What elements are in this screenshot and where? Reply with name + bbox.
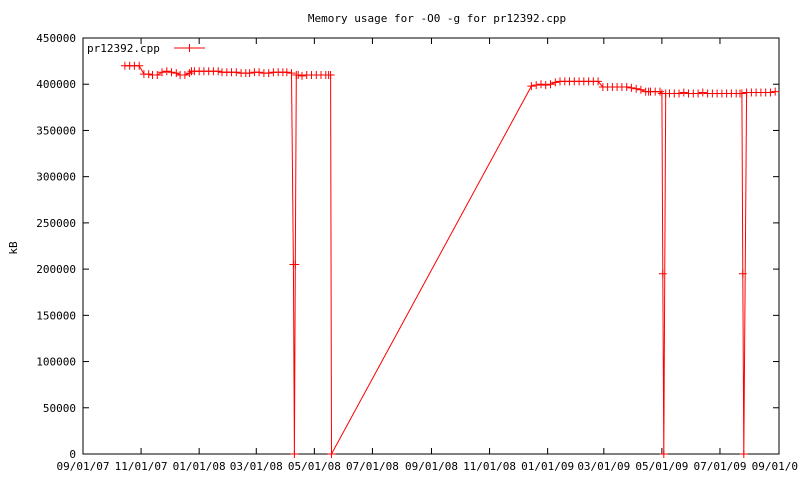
- data-point: [659, 450, 668, 458]
- x-tick-label: 03/01/08: [230, 460, 283, 473]
- data-point: [162, 67, 171, 76]
- legend-marker: [185, 44, 194, 52]
- x-tick-label: 11/01/07: [115, 460, 168, 473]
- x-axis: 09/01/07 11/01/07 01/01/08 03/01/08 05/01/08…: [57, 38, 798, 473]
- y-axis-label: kB: [7, 241, 20, 255]
- plot-frame: [82, 37, 780, 455]
- x-tick-label: 01/01/09: [521, 460, 574, 473]
- data-point: [172, 69, 181, 78]
- data-point: [214, 67, 223, 76]
- data-point: [632, 84, 641, 93]
- data-point: [656, 87, 664, 96]
- data-point: [658, 269, 667, 278]
- x-tick-label: 11/01/08: [463, 460, 516, 473]
- x-tick-label: 01/01/08: [173, 460, 226, 473]
- y-tick-label: 50000: [43, 402, 76, 415]
- data-point: [622, 83, 631, 91]
- data-point: [737, 89, 746, 98]
- data-point: [255, 68, 264, 77]
- x-tick-label: 09/01/0: [752, 460, 798, 473]
- data-point: [594, 77, 603, 86]
- data-point: [546, 80, 555, 89]
- series-layer: [120, 61, 780, 458]
- data-point: [532, 81, 541, 90]
- data-point: [185, 69, 194, 78]
- series-line: [124, 65, 776, 455]
- data-point: [771, 87, 780, 96]
- x-tick-label: 03/01/09: [577, 460, 630, 473]
- legend-label: pr12392.cpp: [87, 42, 160, 55]
- data-point: [158, 68, 166, 77]
- data-point: [287, 69, 296, 78]
- y-tick-label: 350000: [36, 124, 76, 137]
- data-point: [766, 88, 775, 97]
- y-axis: 0 50000 100000 150000 200000 250000 300000 3500…: [36, 32, 779, 461]
- data-point: [245, 69, 254, 78]
- legend: pr12392.cpp: [87, 42, 205, 55]
- y-tick-label: 100000: [36, 356, 76, 369]
- y-tick-label: 400000: [36, 78, 76, 91]
- x-tick-label: 07/01/09: [693, 460, 746, 473]
- x-tick-label: 05/01/08: [288, 460, 341, 473]
- data-point: [144, 70, 153, 79]
- data-point: [327, 450, 336, 458]
- data-point: [232, 68, 241, 77]
- data-point: [527, 82, 536, 91]
- data-point: [698, 88, 707, 97]
- x-tick-label: 09/01/08: [405, 460, 458, 473]
- data-point: [675, 89, 683, 98]
- y-tick-label: 150000: [36, 309, 76, 322]
- data-point: [290, 450, 299, 458]
- data-point: [135, 61, 144, 70]
- y-tick-label: 200000: [36, 263, 76, 276]
- y-tick-label: 300000: [36, 171, 76, 184]
- chart-title: Memory usage for -O0 -g for pr12392.cpp: [308, 12, 566, 25]
- data-point: [180, 71, 189, 79]
- data-point: [282, 68, 291, 77]
- data-point: [167, 68, 176, 77]
- y-tick-label: 0: [69, 448, 76, 461]
- data-point: [294, 71, 303, 79]
- data-point: [694, 89, 703, 98]
- data-point: [264, 69, 273, 78]
- data-point: [537, 80, 545, 89]
- y-tick-label: 250000: [36, 217, 76, 230]
- data-point: [298, 71, 306, 80]
- data-point: [738, 269, 747, 278]
- x-tick-label: 05/01/09: [635, 460, 688, 473]
- x-tick-label: 07/01/08: [346, 460, 399, 473]
- data-point: [551, 78, 560, 87]
- data-point: [679, 88, 688, 97]
- data-point: [541, 81, 550, 90]
- data-point: [627, 83, 636, 92]
- data-point: [636, 85, 645, 94]
- data-point: [291, 260, 300, 269]
- data-point: [153, 71, 162, 79]
- data-point: [739, 450, 748, 458]
- data-point: [326, 71, 335, 79]
- x-tick-label: 09/01/07: [57, 460, 110, 473]
- y-tick-label: 450000: [36, 32, 76, 45]
